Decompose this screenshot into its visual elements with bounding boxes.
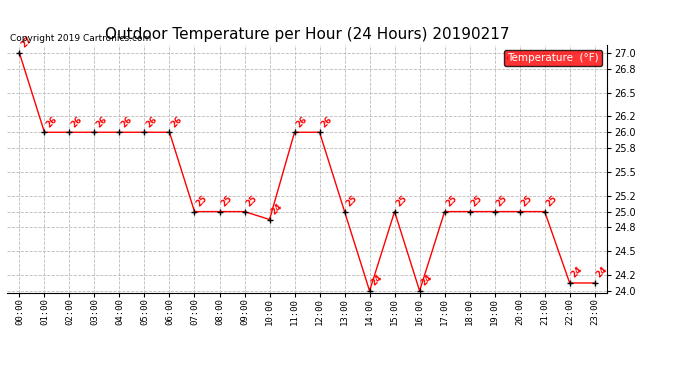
Text: 26: 26 xyxy=(95,114,109,129)
Text: 25: 25 xyxy=(344,194,359,208)
Text: 25: 25 xyxy=(219,194,234,208)
Text: 25: 25 xyxy=(544,194,560,208)
Text: 26: 26 xyxy=(319,114,334,129)
Text: 26: 26 xyxy=(295,114,309,129)
Text: 26: 26 xyxy=(144,114,159,129)
Text: 24: 24 xyxy=(595,265,609,280)
Text: 25: 25 xyxy=(470,194,484,208)
Legend: Temperature  (°F): Temperature (°F) xyxy=(504,50,602,66)
Title: Outdoor Temperature per Hour (24 Hours) 20190217: Outdoor Temperature per Hour (24 Hours) … xyxy=(105,27,509,42)
Text: 25: 25 xyxy=(244,194,259,208)
Text: 25: 25 xyxy=(395,194,409,208)
Text: 25: 25 xyxy=(195,194,209,208)
Text: 27: 27 xyxy=(19,35,34,50)
Text: 24: 24 xyxy=(420,273,434,288)
Text: 25: 25 xyxy=(444,194,460,208)
Text: 24: 24 xyxy=(570,265,584,280)
Text: 25: 25 xyxy=(520,194,534,208)
Text: 26: 26 xyxy=(119,114,134,129)
Text: 26: 26 xyxy=(170,114,184,129)
Text: Copyright 2019 Cartronics.com: Copyright 2019 Cartronics.com xyxy=(10,33,151,42)
Text: 26: 26 xyxy=(44,114,59,129)
Text: 25: 25 xyxy=(495,194,509,208)
Text: 26: 26 xyxy=(70,114,84,129)
Text: 24: 24 xyxy=(370,273,384,288)
Text: 24: 24 xyxy=(270,202,284,216)
